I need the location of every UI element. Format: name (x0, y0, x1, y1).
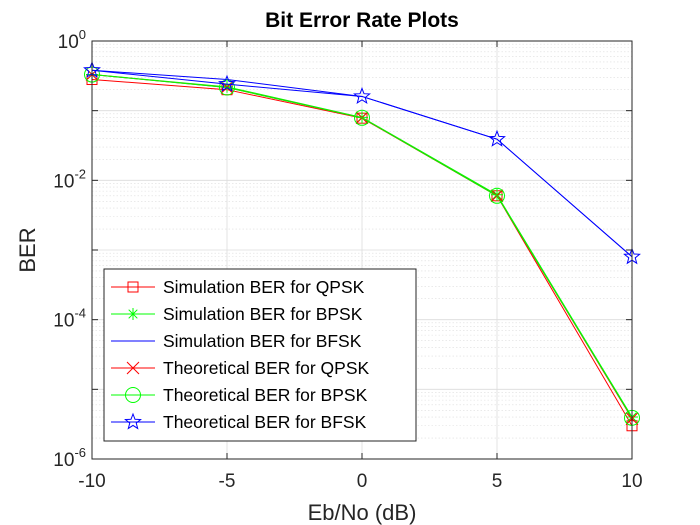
legend-label: Theoretical BER for QPSK (163, 358, 370, 378)
y-tick-labels: 100 10-2 10-4 10-6 (53, 27, 86, 471)
legend-label: Simulation BER for BFSK (163, 331, 362, 351)
legend-entry: Theoretical BER for QPSK (111, 358, 370, 378)
x-tick-labels: -10 -5 0 5 10 (78, 471, 642, 492)
legend-box (103, 268, 417, 442)
star-marker (124, 412, 142, 430)
x-marker (126, 361, 140, 375)
circle-marker (489, 187, 505, 204)
series-line (91, 69, 633, 258)
square-marker (127, 281, 139, 293)
asterisk-marker (491, 188, 503, 201)
legend-label: Theoretical BER for BPSK (163, 385, 368, 405)
legend: Simulation BER for QPSK Simulation BER fo… (103, 268, 417, 442)
circle-marker (219, 79, 235, 96)
x-axis-label: Eb/No (dB) (308, 500, 417, 525)
legend-label: Simulation BER for BPSK (163, 304, 363, 324)
x-tick-label: 0 (357, 471, 368, 492)
asterisk-marker (127, 308, 139, 320)
y-tick-label: 10-2 (53, 166, 86, 192)
x-tick-label: -10 (78, 471, 105, 492)
legend-label: Theoretical BER for BFSK (163, 412, 367, 432)
legend-entry: Theoretical BER for BPSK (111, 385, 368, 405)
axis-ticks (91, 40, 633, 460)
y-tick-label: 10-4 (53, 306, 86, 332)
x-tick-label: -5 (219, 471, 236, 492)
legend-entry: Simulation BER for BPSK (111, 304, 363, 324)
y-axis-label: BER (15, 227, 40, 272)
chart-title: Bit Error Rate Plots (265, 9, 459, 32)
y-tick-label: 100 (58, 27, 86, 53)
legend-entry: Simulation BER for BFSK (111, 331, 362, 351)
circle-marker (354, 109, 370, 126)
circle-marker (125, 387, 141, 403)
series-line (91, 74, 633, 419)
legend-entry: Theoretical BER for BFSK (111, 412, 367, 432)
x-tick-label: 5 (492, 471, 503, 492)
star-marker (218, 74, 236, 92)
legend-entry: Simulation BER for QPSK (111, 277, 365, 297)
star-marker (488, 129, 506, 147)
x-tick-label: 10 (621, 471, 642, 492)
star-marker (353, 87, 371, 105)
y-tick-label: 10-6 (53, 445, 86, 471)
legend-label: Simulation BER for QPSK (163, 277, 365, 297)
